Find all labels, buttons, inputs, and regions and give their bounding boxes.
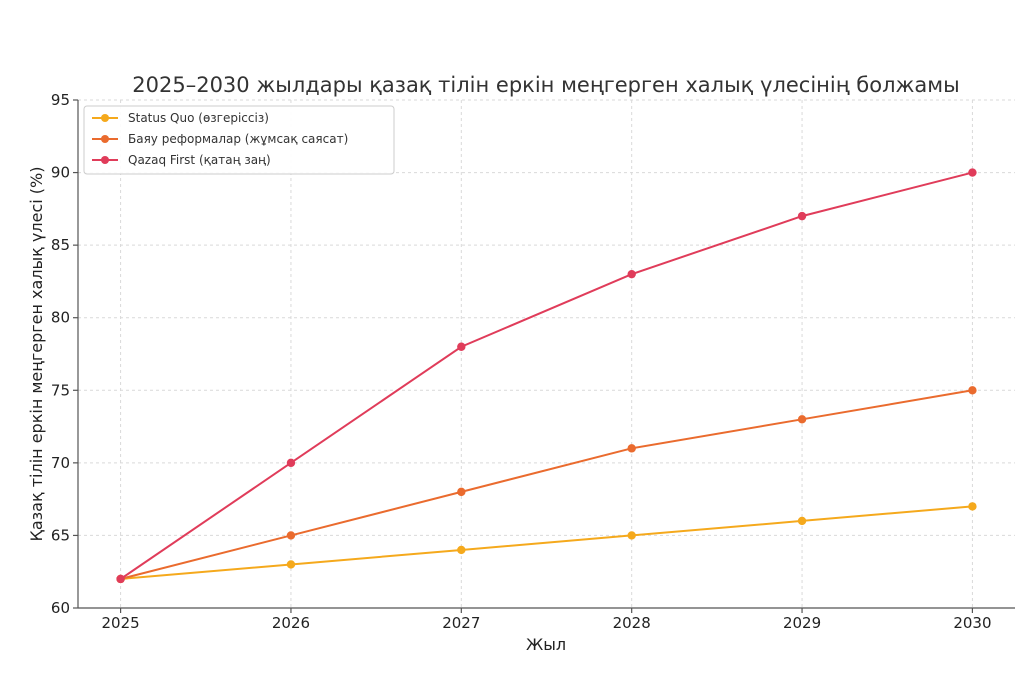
data-point [286,531,296,540]
series-line [120,505,973,580]
legend: Status Quo (өзгеріссіз) Баяу реформалар (… [83,105,395,175]
data-point [797,415,807,424]
data-point [286,560,296,569]
legend-swatch-marker [101,156,109,164]
y-tick-label: 70 [51,454,70,472]
legend-item: Qazaq First (қатаң заң) [92,153,271,167]
legend-label: Qazaq First (қатаң заң) [128,153,271,167]
legend-item: Баяу реформалар (жұмсақ саясат) [92,132,348,146]
data-point [457,342,466,351]
y-tick-label: 80 [51,309,70,327]
data-point [968,168,977,177]
y-tick-label: 90 [51,164,70,182]
data-point [797,211,807,221]
x-tick-label: 2028 [613,614,651,632]
y-tick-label: 95 [51,91,70,109]
y-tick-label: 75 [51,381,70,399]
y-tick-label: 60 [51,599,70,617]
y-tick-label: 85 [51,236,70,254]
series-1 [116,386,977,584]
x-axis-label: Жыл [526,635,566,654]
series-0 [116,502,977,584]
x-tick-label: 2030 [953,614,991,632]
series-line [120,171,973,580]
chart-title: 2025–2030 жылдары қазақ тілін еркін меңг… [132,73,959,97]
legend-box [83,105,395,175]
data-point [457,487,466,497]
data-point [627,269,636,279]
data-point [116,574,125,584]
data-point [627,531,636,540]
legend-swatch-marker [101,114,109,122]
series [116,168,977,584]
y-tick-label: 65 [51,526,70,544]
grid [78,99,1015,609]
data-point [797,516,807,526]
axes [73,99,1015,613]
legend-label: Status Quo (өзгеріссіз) [128,111,269,125]
series-2 [116,168,977,584]
tick-labels: 60 65 70 75 80 85 90 95 2025 2026 2027 2028 2029 2030 [51,91,992,632]
data-point [286,458,296,468]
data-point [968,502,977,511]
legend-swatch-marker [101,135,109,143]
x-tick-label: 2025 [101,614,139,632]
legend-label: Баяу реформалар (жұмсақ саясат) [128,132,348,146]
data-point [457,545,466,555]
x-tick-label: 2026 [272,614,310,632]
data-point [968,386,977,395]
series-line [120,389,973,580]
x-tick-label: 2027 [442,614,480,632]
x-tick-label: 2029 [783,614,821,632]
data-point [627,444,636,453]
y-axis-label: Қазақ тілін еркін меңгерген халық үлесі … [27,167,46,542]
legend-item: Status Quo (өзгеріссіз) [92,111,269,125]
